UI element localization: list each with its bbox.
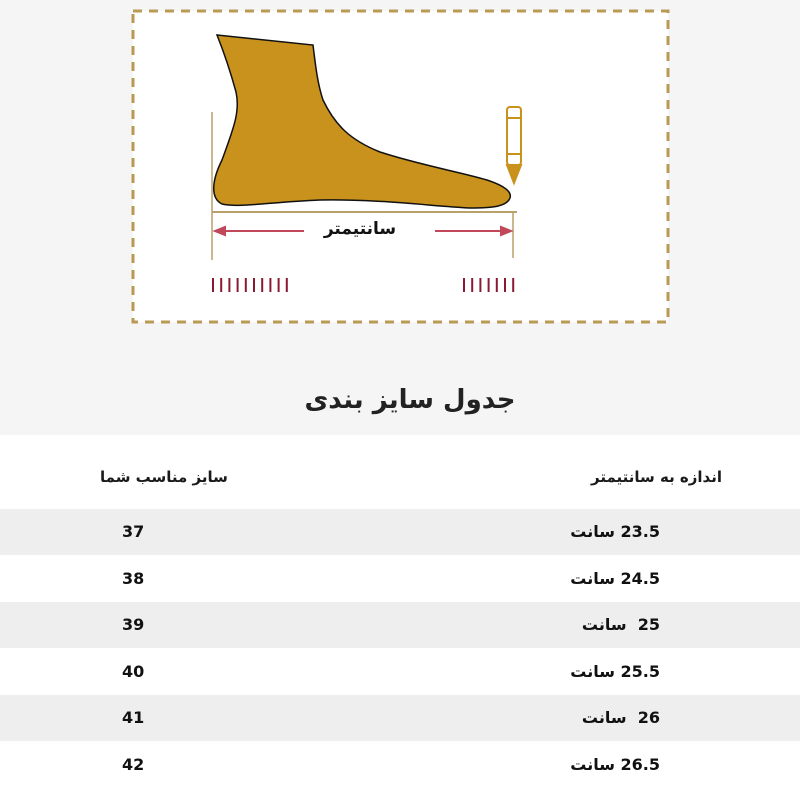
length-value: 26.5 سانت <box>570 754 660 774</box>
size-value: 38 <box>122 568 145 588</box>
size-value: 42 <box>122 754 145 774</box>
foot-measure-diagram <box>131 9 670 324</box>
foot-icon <box>213 34 512 209</box>
header-size: سایز مناسب شما <box>100 468 228 486</box>
header-length: اندازه به سانتیمتر <box>590 468 722 486</box>
table-row: 37 23.5 سانت <box>0 509 800 555</box>
table-row: 40 25.5 سانت <box>0 649 800 695</box>
size-value: 40 <box>122 661 145 681</box>
length-value: 25.5 سانت <box>570 661 660 681</box>
size-value: 39 <box>122 615 145 634</box>
ruler-ticks <box>212 278 515 292</box>
size-value: 41 <box>122 708 145 727</box>
page-title: جدول سایز بندی <box>304 385 516 415</box>
illustration-area: سانتیمتر جدول سایز بندی <box>131 9 670 415</box>
measure-label: سانتیمتر <box>323 219 397 239</box>
length-value: 23.5 سانت <box>570 522 660 541</box>
table-row: 41 26 سانت <box>0 695 800 741</box>
table-row: 38 24.5 سانت <box>0 556 800 602</box>
arrow-left-icon <box>212 225 304 237</box>
table-row: 39 25 سانت <box>0 602 800 648</box>
length-value: 26 سانت <box>581 708 660 727</box>
size-value: 37 <box>122 522 145 541</box>
pencil-icon <box>505 106 523 186</box>
length-value: 24.5 سانت <box>570 568 660 588</box>
table-row: 42 26.5 سانت <box>0 742 800 788</box>
arrow-right-icon <box>435 225 514 237</box>
length-value: 25 سانت <box>581 615 660 634</box>
